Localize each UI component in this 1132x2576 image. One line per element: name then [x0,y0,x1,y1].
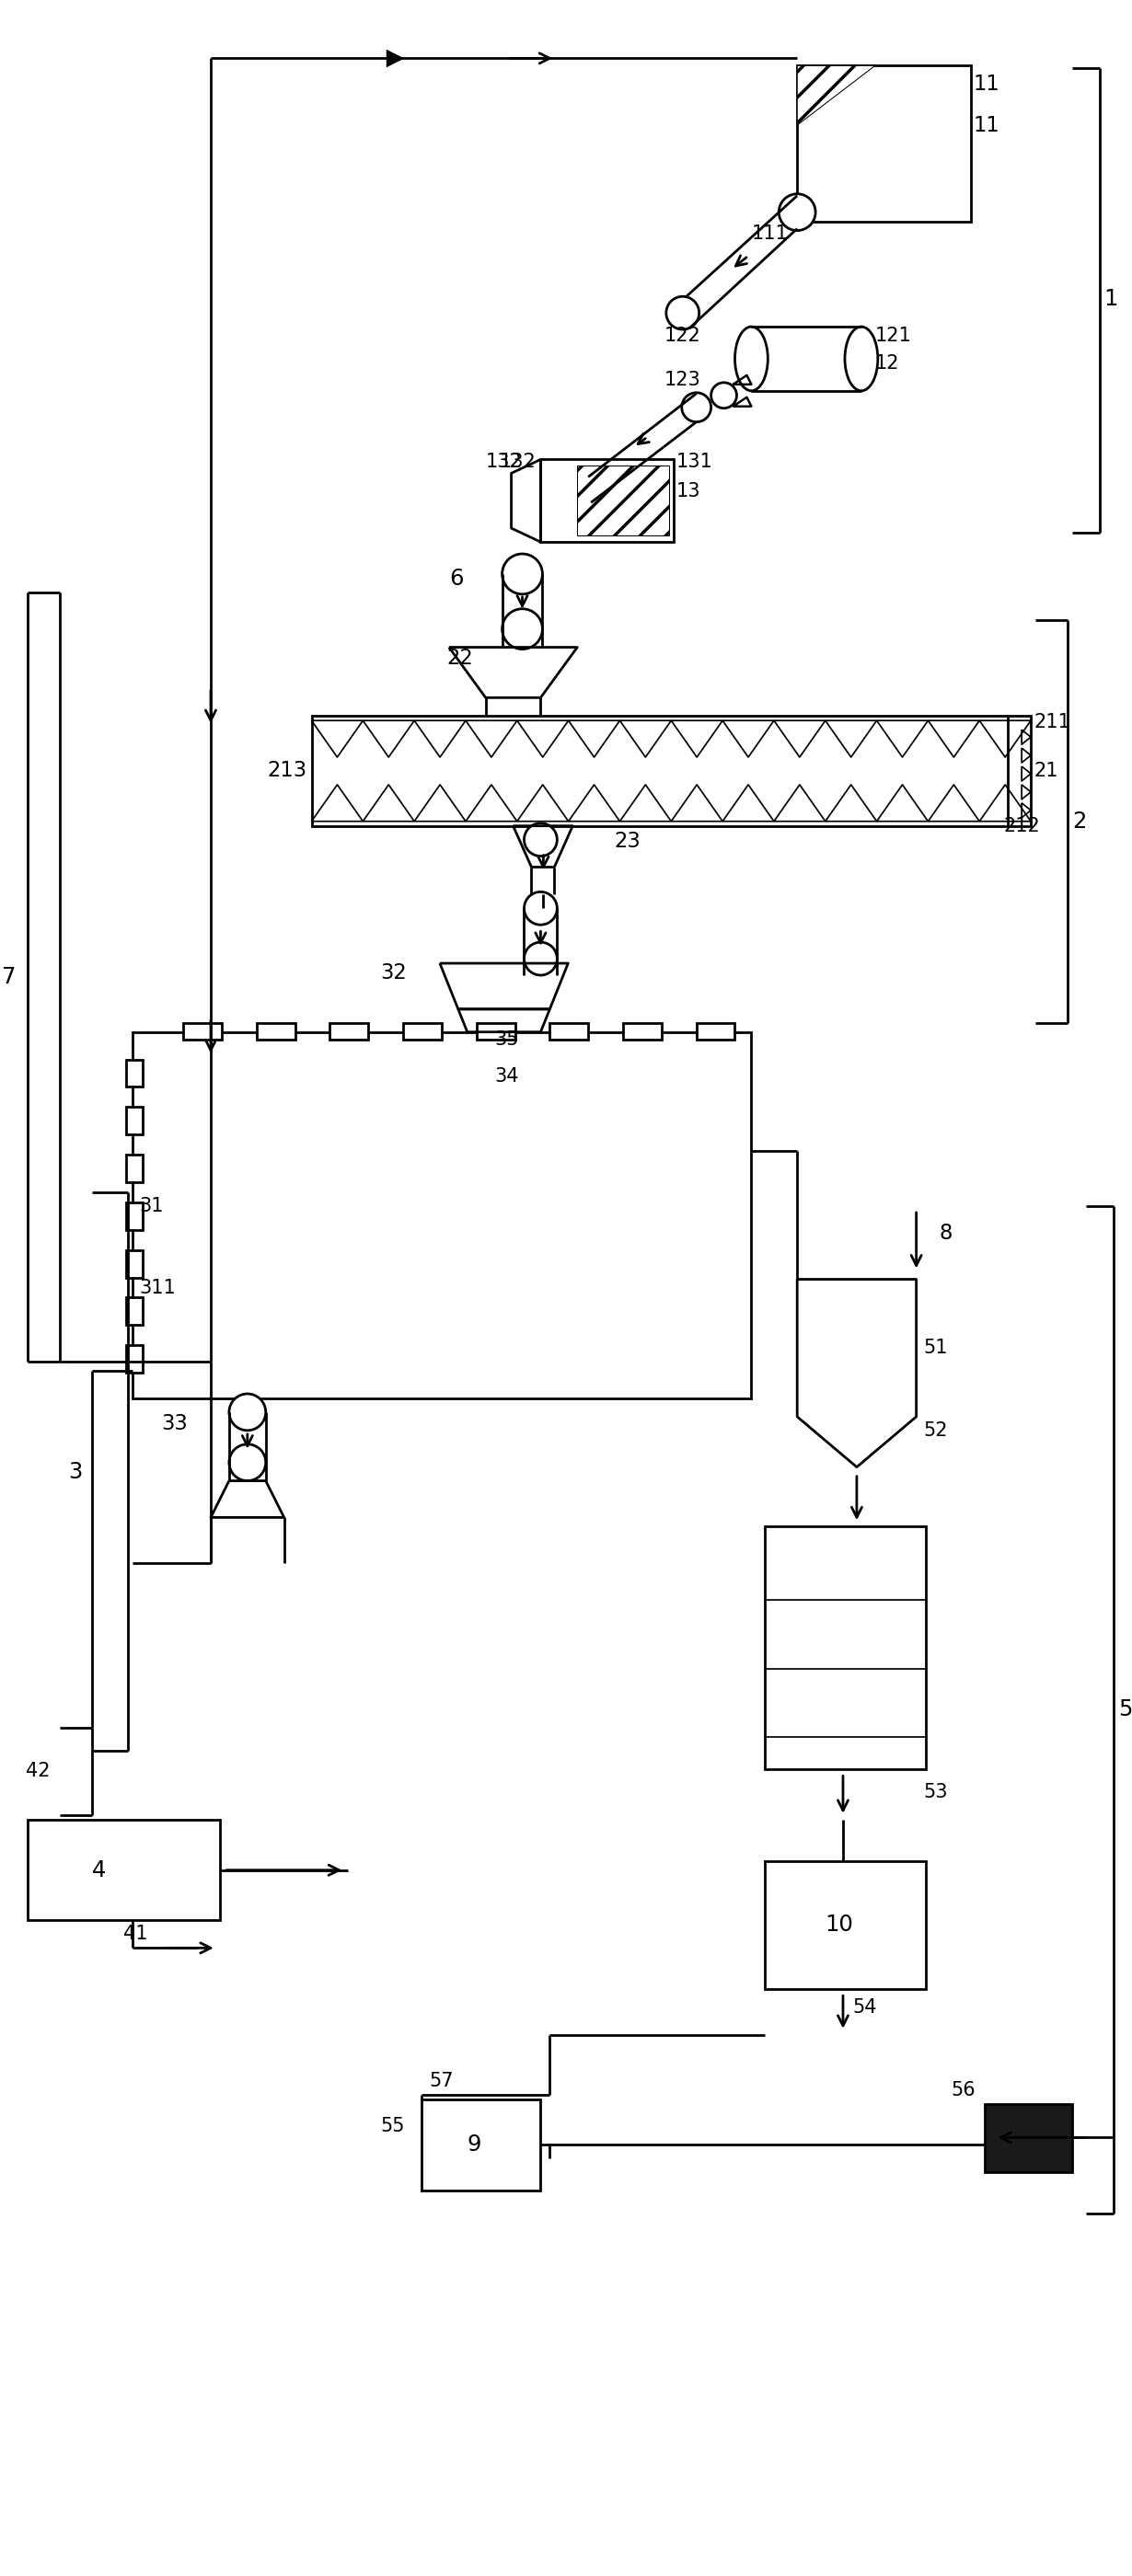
Circle shape [681,392,711,422]
Text: 3: 3 [68,1461,83,1484]
Text: 111: 111 [752,224,788,242]
Text: 34: 34 [495,1066,520,1084]
Bar [257,1023,295,1038]
Text: 122: 122 [664,327,701,345]
Text: 22: 22 [447,647,473,670]
Bar [127,1203,143,1229]
Bar [477,1023,515,1038]
Text: 57: 57 [429,2071,453,2089]
Text: 8: 8 [940,1224,952,1244]
Bar [541,459,674,541]
Text: 13: 13 [676,482,701,500]
Bar [127,1345,143,1373]
Text: 35: 35 [495,1030,520,1048]
Text: 12: 12 [875,353,900,374]
Text: 311: 311 [139,1280,175,1298]
Circle shape [503,608,542,649]
Bar [985,2105,1072,2172]
Bar [183,1023,222,1038]
Text: 213: 213 [267,760,307,781]
Text: 1: 1 [1104,289,1118,309]
Bar [127,1059,143,1087]
Text: 9: 9 [468,2133,481,2156]
Text: 41: 41 [123,1924,148,1942]
Text: 11: 11 [974,72,1000,95]
Bar [127,1108,143,1133]
Text: 132: 132 [486,453,522,471]
Text: 4: 4 [92,1860,105,1880]
Bar [127,1298,143,1324]
Bar [403,1023,441,1038]
Bar [421,2099,541,2190]
Text: 42: 42 [26,1762,51,1780]
Text: 121: 121 [875,327,911,345]
Text: 33: 33 [161,1414,188,1435]
Circle shape [229,1394,266,1430]
Circle shape [503,554,542,595]
Text: 21: 21 [1034,762,1058,781]
Text: 56: 56 [951,2081,976,2099]
Text: 11: 11 [974,113,1000,137]
Text: 6: 6 [449,567,463,590]
Bar [765,1860,926,1989]
Bar [127,1249,143,1278]
Ellipse shape [711,384,737,407]
Bar [577,466,669,536]
Circle shape [779,193,815,229]
Text: 5: 5 [1118,1698,1132,1721]
Text: 131: 131 [676,453,713,471]
Text: 52: 52 [924,1422,947,1440]
Text: 2: 2 [1072,811,1087,832]
Text: 54: 54 [852,1999,876,2017]
Polygon shape [797,64,875,126]
Text: 31: 31 [139,1198,164,1216]
Circle shape [524,943,557,976]
Bar [132,1033,752,1399]
Circle shape [666,296,700,330]
Bar [311,716,1031,827]
Bar [27,1819,220,1922]
Bar [797,64,971,222]
Text: 212: 212 [1003,817,1040,835]
Bar [623,1023,661,1038]
Bar [127,1154,143,1182]
Ellipse shape [735,327,767,392]
Circle shape [524,891,557,925]
Text: 10: 10 [825,1914,854,1937]
Bar [696,1023,735,1038]
Text: 23: 23 [614,832,641,853]
Text: 132: 132 [499,453,537,471]
Bar [550,1023,589,1038]
Bar [329,1023,368,1038]
Text: 51: 51 [924,1340,947,1358]
Text: 32: 32 [380,961,406,984]
Bar [765,1528,926,1770]
Text: 123: 123 [664,371,701,389]
Circle shape [524,824,557,855]
Text: 55: 55 [380,2117,404,2136]
Text: 7: 7 [2,966,17,989]
Text: 211: 211 [1034,714,1070,732]
Ellipse shape [844,327,877,392]
Circle shape [229,1445,266,1481]
Text: 53: 53 [924,1783,947,1801]
Circle shape [573,477,600,502]
